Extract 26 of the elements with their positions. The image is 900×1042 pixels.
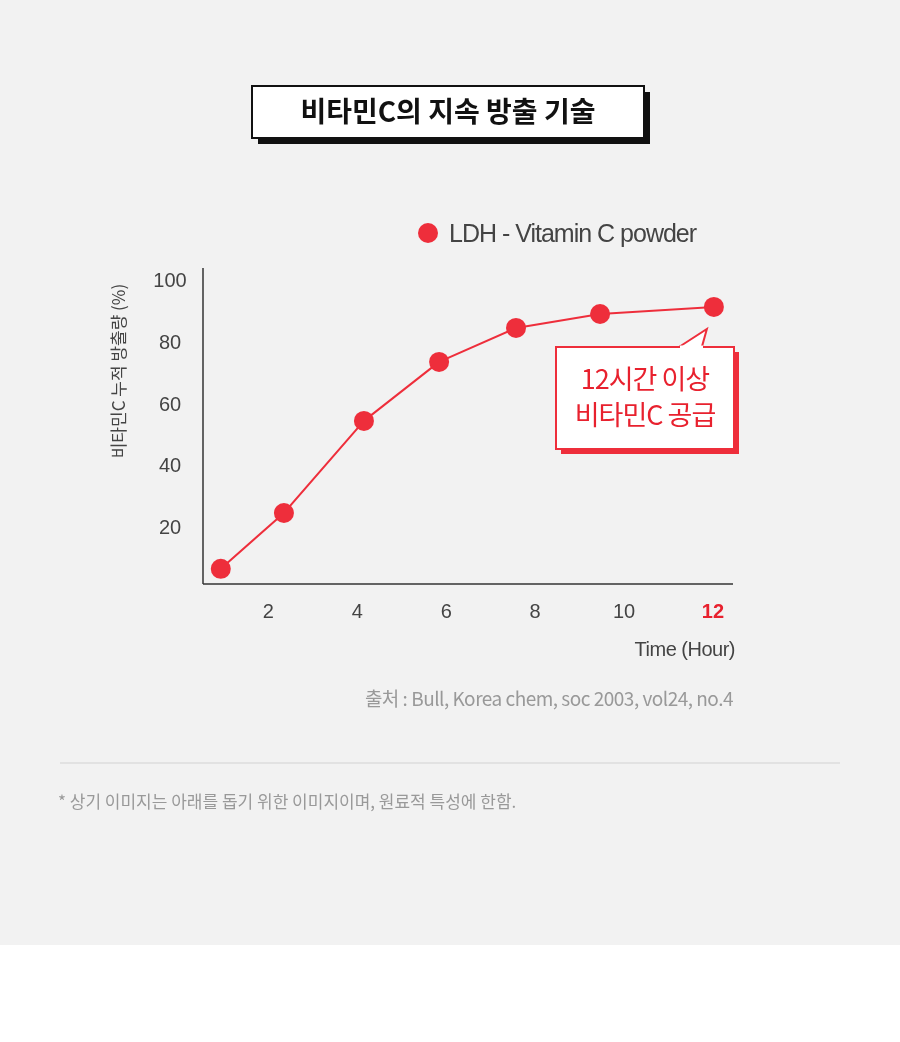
point — [429, 351, 450, 372]
point — [590, 304, 611, 325]
x-tick-label: 6 — [440, 600, 452, 622]
y-tick-label: 60 — [158, 392, 182, 415]
y-tick-label: 40 — [158, 454, 182, 477]
point — [506, 317, 527, 338]
annotation: 12시간 이상 비타민C 공급 — [574, 358, 716, 433]
y-tick-label: 100 — [153, 269, 187, 292]
point — [273, 502, 294, 523]
x-tick-label: 2 — [262, 600, 274, 622]
x-tick-label: 12 — [701, 600, 725, 622]
chart-title: 비타민C의 지속 방출 기술 — [300, 90, 596, 130]
y-tick-label: 20 — [158, 516, 182, 539]
point — [210, 558, 231, 579]
point — [703, 296, 724, 317]
x-tick-label: 4 — [351, 600, 363, 622]
x-tick-label: 10 — [612, 600, 636, 622]
legend-label: LDH - Vitamin C powder — [449, 219, 697, 247]
x-axis-title: Time (Hour) — [634, 638, 735, 660]
text: * 상기 이미지는 아래를 돕기 위한 이미지이며, 원료적 특성에 한함. — [58, 788, 517, 813]
y-tick-label: 80 — [158, 330, 182, 353]
source-note: 출처 : Bull, Korea chem, soc 2003, vol24, no.4 — [364, 684, 733, 711]
y-axis-title: 비타민C 누적 방출량 (%) — [105, 283, 130, 459]
x-tick-label: 8 — [529, 600, 541, 622]
point — [353, 410, 374, 431]
callout: 12시간 이상 비타민C 공급 — [555, 326, 739, 454]
